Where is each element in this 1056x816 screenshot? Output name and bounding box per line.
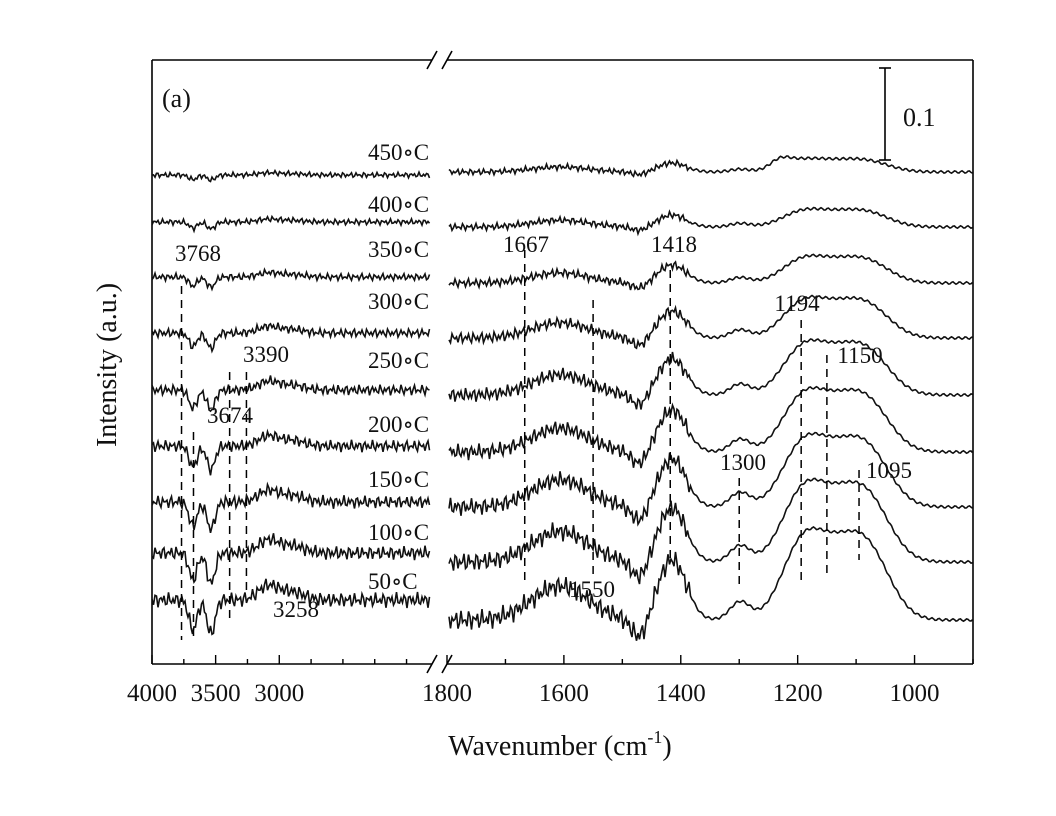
x-tick-label: 3500 [191, 680, 241, 707]
peak-label-3768: 3768 [175, 241, 221, 266]
series-line-2 [151, 253, 974, 292]
series-label-5: 200∘C [368, 412, 429, 437]
series-line-6 [151, 431, 973, 533]
series-line-0 [151, 155, 973, 183]
x-tick-label: 4000 [127, 680, 177, 707]
series-label-7: 100∘C [368, 520, 429, 545]
axis-break-mark [441, 50, 453, 70]
peak-label-3674: 3674 [207, 403, 254, 428]
series-label-0: 450∘C [368, 140, 429, 165]
series-label-4: 250∘C [368, 348, 429, 373]
axis-break-mark [426, 50, 438, 70]
peak-label-3390: 3390 [243, 342, 289, 367]
panel-label: (a) [162, 84, 191, 113]
x-axis-title: Wavenumber (cm-1) [448, 727, 671, 762]
series-label-6: 150∘C [368, 467, 429, 492]
scale-bar-label: 0.1 [903, 103, 936, 132]
x-tick-label: 1200 [773, 680, 823, 707]
peak-label-1194: 1194 [774, 291, 820, 316]
x-tick-label: 1800 [422, 680, 472, 707]
series-line-1 [151, 206, 973, 237]
series-label-8: 50∘C [368, 569, 418, 594]
peak-label-1095: 1095 [866, 458, 912, 483]
series-line-7 [151, 477, 973, 585]
x-tick-label: 1000 [890, 680, 940, 707]
peak-label-1550: 1550 [569, 577, 615, 602]
series-label-1: 400∘C [368, 192, 429, 217]
peak-label-1300: 1300 [720, 450, 766, 475]
y-axis-title: Intensity (a.u.) [92, 283, 123, 447]
x-tick-label: 1600 [539, 680, 589, 707]
peak-label-1418: 1418 [651, 232, 697, 257]
series-line-3 [151, 294, 973, 354]
axis-break-mark [426, 654, 438, 674]
series-line-4 [151, 338, 973, 413]
series-label-2: 350∘C [368, 237, 429, 262]
peak-label-1150: 1150 [837, 343, 882, 368]
x-tick-label: 1400 [656, 680, 706, 707]
peak-label-3258: 3258 [273, 597, 319, 622]
series-line-8 [151, 526, 974, 641]
x-tick-label: 3000 [254, 680, 304, 707]
series-line-5 [151, 385, 974, 476]
series-label-3: 300∘C [368, 289, 429, 314]
peak-label-1667: 1667 [503, 232, 549, 257]
